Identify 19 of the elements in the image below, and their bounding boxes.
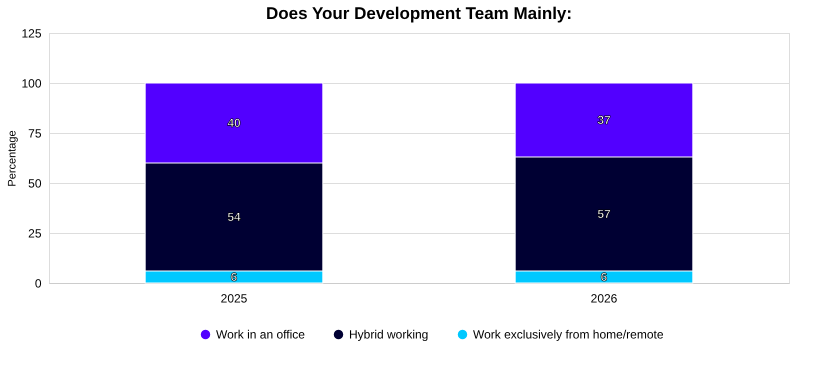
data-label: 37 <box>597 113 611 127</box>
data-label: 6 <box>600 270 608 284</box>
x-tick-label: 2026 <box>590 292 618 306</box>
y-tick-label: 125 <box>21 26 42 40</box>
data-label: 54 <box>227 210 241 224</box>
data-label: 40 <box>227 116 241 130</box>
y-tick-label: 100 <box>21 76 42 90</box>
y-tick-label: 75 <box>28 126 42 140</box>
chart-title: Does Your Development Team Mainly: <box>266 4 572 23</box>
y-axis-title: Percentage <box>6 130 18 187</box>
y-tick-label: 0 <box>34 276 42 290</box>
x-tick-label: 2025 <box>220 292 248 306</box>
y-tick-label: 25 <box>28 226 42 240</box>
data-label: 57 <box>597 207 611 221</box>
legend-label: Hybrid working <box>349 328 428 342</box>
legend-label: Work in an office <box>216 328 306 342</box>
y-tick-label: 50 <box>28 176 42 190</box>
data-label: 6 <box>230 270 238 284</box>
legend-label: Work exclusively from home/remote <box>473 328 664 342</box>
